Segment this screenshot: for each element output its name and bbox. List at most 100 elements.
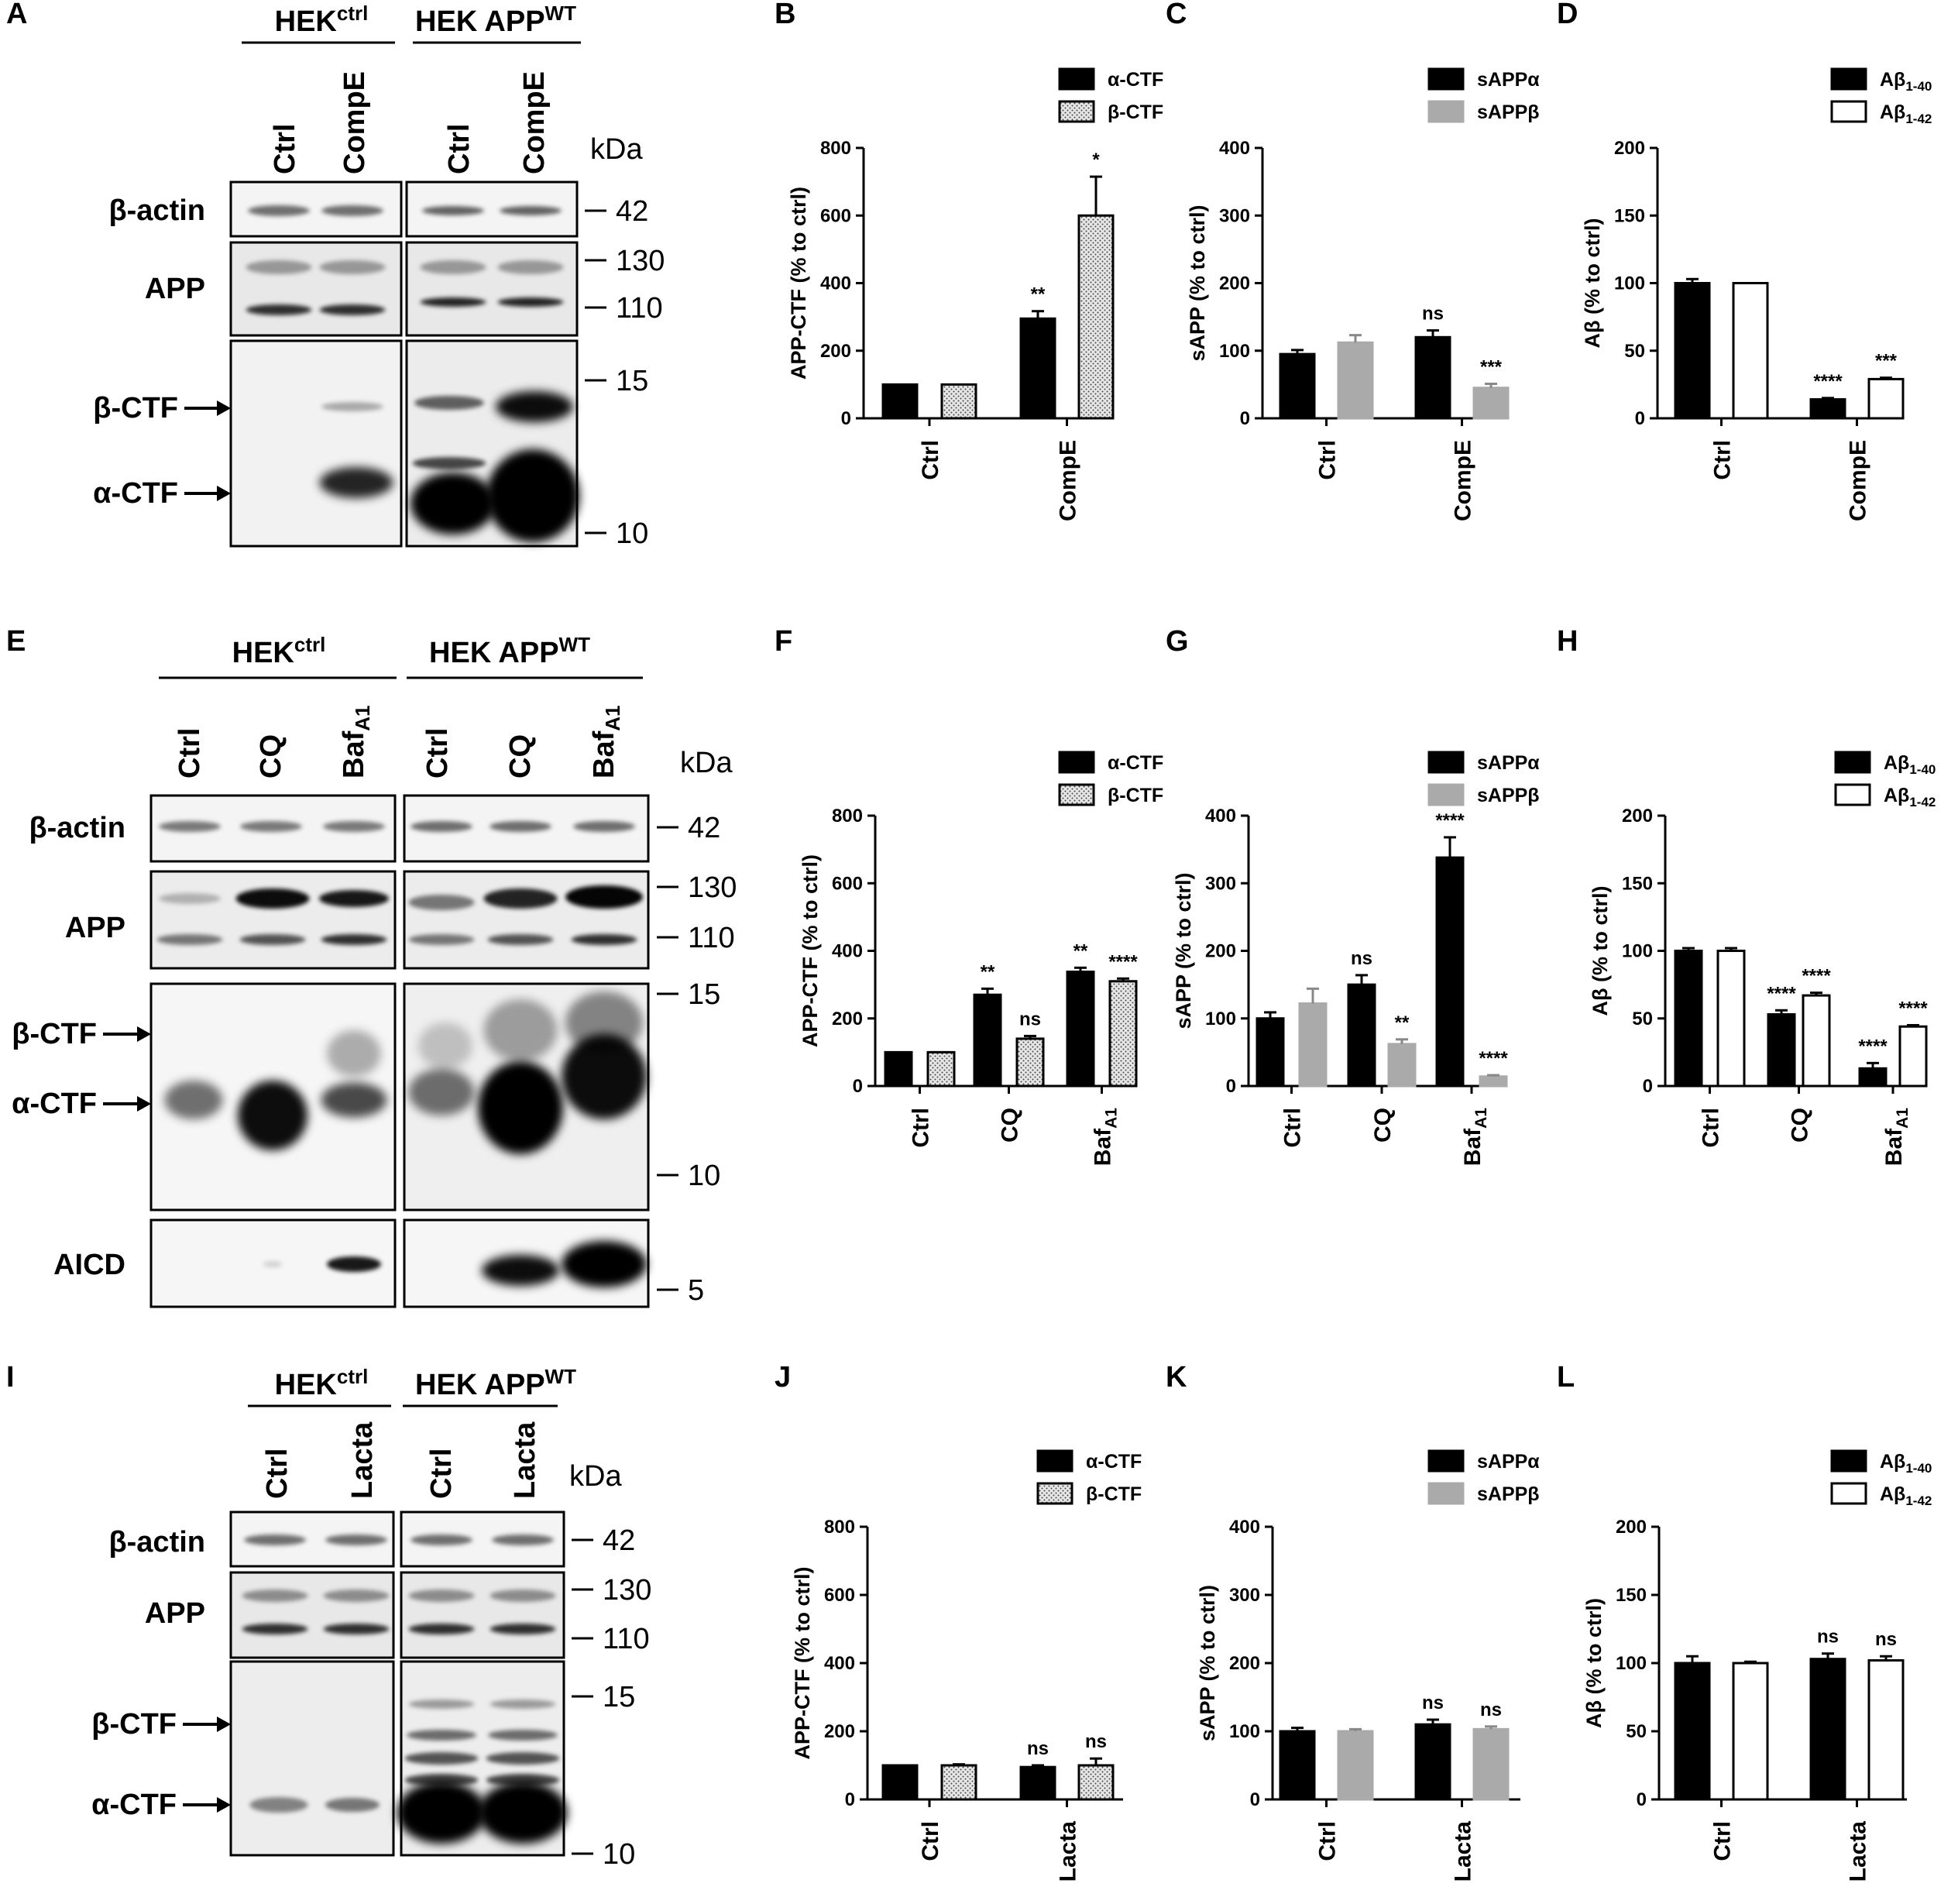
y-axis-label-j: APP-CTF (% to ctrl) (791, 1567, 814, 1760)
bar-h-ctrl-0 (1674, 950, 1703, 1088)
app-upper-l1 (235, 888, 310, 909)
actin-band-3 (492, 1535, 554, 1545)
legend-label-f-0: α-CTF (1108, 752, 1163, 774)
bar-g-bafa1-1 (1479, 1075, 1508, 1088)
legend-label-k-0: sAPPα (1477, 1451, 1540, 1473)
app-upper-l0 (159, 893, 221, 904)
bar-d-compe-0 (1809, 398, 1846, 420)
app-lower-r0 (408, 934, 475, 945)
sig-label-h-cq-1: **** (1802, 966, 1831, 987)
lane-label-2: Ctrl (443, 124, 476, 174)
sig-label-j-lacta-1: ns (1085, 1731, 1107, 1752)
y-tick-label-c-200: 200 (1219, 273, 1250, 294)
sig-label-d-compe-1: *** (1875, 351, 1898, 372)
band-top-r1 (490, 1700, 556, 1709)
bar-h-ctrl-1 (1716, 950, 1746, 1088)
kda-label: kDa (590, 133, 643, 166)
actf-l2 (321, 1082, 387, 1118)
band-3-r0 (404, 1752, 479, 1765)
row-bctf-arrowhead (217, 1717, 231, 1732)
chart-c: 0 100 200 300 400 sAPP (% to ctrl) Ctrl ns *** Co… (1186, 67, 1540, 521)
legend-swatch-f-1 (1058, 783, 1095, 806)
panel-letter-f: F (775, 625, 792, 658)
marker-130: 130 (603, 1574, 651, 1607)
band-r0-mid (412, 457, 486, 469)
frame-app-right (400, 1571, 565, 1659)
marker-15: 15 (688, 978, 720, 1011)
legend-label-b-0: α-CTF (1108, 69, 1163, 91)
frame-ctf-left (229, 1660, 395, 1857)
app-lower-0 (242, 1624, 308, 1634)
y-tick-label-d-0: 0 (1635, 408, 1645, 429)
app-upper-2 (408, 1590, 475, 1602)
frame-ctf-left (229, 339, 403, 548)
legend-label-k-1: sAPPβ (1477, 1483, 1540, 1505)
bar-k-ctrl-1 (1337, 1730, 1374, 1801)
marker-110: 110 (688, 922, 735, 954)
row-bctf-label: β-CTF (12, 1018, 97, 1050)
y-tick-label-h-150: 150 (1622, 873, 1653, 894)
y-tick-label-g-200: 200 (1205, 941, 1236, 962)
actin-band-l2 (323, 821, 385, 832)
actf-r0 (408, 1069, 475, 1115)
legend-label-d-0: Aβ1-40 (1880, 69, 1932, 94)
group-label-hek-ctrl: HEKctrl (275, 2, 369, 38)
panel-letter-e: E (6, 625, 26, 658)
app-upper-r2 (565, 885, 643, 909)
bar-h-cq-1 (1802, 994, 1831, 1088)
y-tick-label-c-0: 0 (1240, 408, 1250, 429)
lane-label-1: CQ (255, 734, 287, 778)
legend-swatch-c-1 (1427, 100, 1465, 123)
y-tick-label-d-100: 100 (1614, 273, 1645, 294)
bctf-r0 (418, 1022, 472, 1069)
marker-110: 110 (616, 292, 663, 325)
bar-j-lacta-0 (1019, 1765, 1056, 1801)
y-tick-label-c-400: 400 (1219, 138, 1250, 159)
marker-42: 42 (688, 812, 720, 844)
row-label-actin: β-actin (29, 812, 125, 844)
y-tick-label-f-800: 800 (832, 806, 863, 827)
y-tick-label-d-50: 50 (1624, 341, 1645, 362)
actin-band-r2 (573, 821, 635, 832)
panel-letter-d: D (1557, 0, 1578, 30)
actf-r1 (478, 1061, 563, 1154)
blot-e: HEKctrl HEK APPWT Ctrl CQ BafA1 Ctrl CQ BafA1 kD… (12, 633, 737, 1308)
app-lower-r1 (497, 297, 564, 307)
actin-band-r0 (422, 206, 484, 215)
x-tick-label-f-ctrl: Ctrl (909, 1108, 934, 1148)
bar-g-ctrl-0 (1256, 1017, 1285, 1088)
actf-l1 (319, 467, 393, 498)
x-tick-label-b-ctrl: Ctrl (918, 440, 943, 480)
row-label-actin: β-actin (108, 194, 205, 227)
legend-swatch-b-0 (1058, 67, 1095, 91)
row-label-actin: β-actin (108, 1526, 205, 1559)
y-tick-label-f-400: 400 (832, 941, 863, 962)
chart-k: 0 100 200 300 400 sAPP (% to ctrl) Ctrl ns ns Lac… (1196, 1449, 1540, 1882)
panel-letter-g: G (1166, 625, 1189, 658)
row-label-app: APP (65, 912, 125, 944)
frame-app-right (405, 241, 579, 337)
actf-l1 (238, 1081, 307, 1150)
sig-label-f-cq-0: ** (981, 961, 995, 982)
actin-band-l0 (159, 821, 221, 832)
aicd-r1 (482, 1255, 559, 1286)
panel-letter-l: L (1557, 1361, 1575, 1394)
frame-app-left (229, 1571, 395, 1659)
legend-label-c-1: sAPPβ (1477, 101, 1540, 123)
actf-r0 (397, 1782, 486, 1844)
y-tick-label-l-200: 200 (1616, 1517, 1647, 1538)
marker-15: 15 (616, 365, 648, 397)
lane-label-1: CompE (338, 71, 371, 174)
panel-letter-j: J (775, 1361, 791, 1394)
marker-15: 15 (603, 1681, 635, 1713)
app-upper-l0 (246, 260, 312, 274)
row-actf-arrowhead (217, 486, 231, 501)
y-tick-label-l-0: 0 (1637, 1789, 1647, 1810)
y-tick-label-k-400: 400 (1229, 1517, 1260, 1538)
app-lower-r0 (420, 297, 486, 307)
panel-letter-h: H (1557, 625, 1578, 658)
bar-b-ctrl-1 (940, 383, 977, 420)
app-upper-r0 (420, 260, 486, 274)
y-axis-label-h: Aβ (% to ctrl) (1589, 886, 1612, 1016)
